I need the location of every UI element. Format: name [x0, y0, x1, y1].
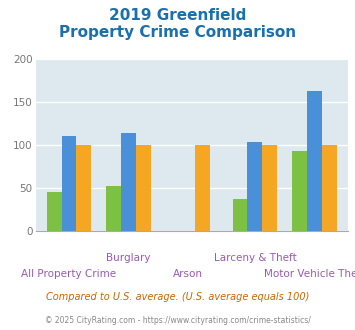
- Text: Arson: Arson: [173, 269, 203, 279]
- Text: Property Crime Comparison: Property Crime Comparison: [59, 25, 296, 40]
- Text: Motor Vehicle Theft: Motor Vehicle Theft: [264, 269, 355, 279]
- Bar: [247, 142, 262, 231]
- Bar: [195, 145, 210, 231]
- Text: 2019 Greenfield: 2019 Greenfield: [109, 8, 246, 23]
- Bar: [307, 91, 322, 231]
- Bar: [233, 199, 247, 231]
- Bar: [136, 145, 151, 231]
- Bar: [121, 133, 136, 231]
- Bar: [292, 151, 307, 231]
- Bar: [322, 145, 337, 231]
- Text: © 2025 CityRating.com - https://www.cityrating.com/crime-statistics/: © 2025 CityRating.com - https://www.city…: [45, 316, 310, 325]
- Bar: [61, 136, 76, 231]
- Bar: [262, 145, 277, 231]
- Bar: [76, 145, 91, 231]
- Bar: [106, 185, 121, 231]
- Bar: [47, 191, 61, 231]
- Text: Compared to U.S. average. (U.S. average equals 100): Compared to U.S. average. (U.S. average …: [46, 292, 309, 302]
- Text: Burglary: Burglary: [106, 253, 151, 263]
- Text: All Property Crime: All Property Crime: [21, 269, 116, 279]
- Text: Larceny & Theft: Larceny & Theft: [214, 253, 296, 263]
